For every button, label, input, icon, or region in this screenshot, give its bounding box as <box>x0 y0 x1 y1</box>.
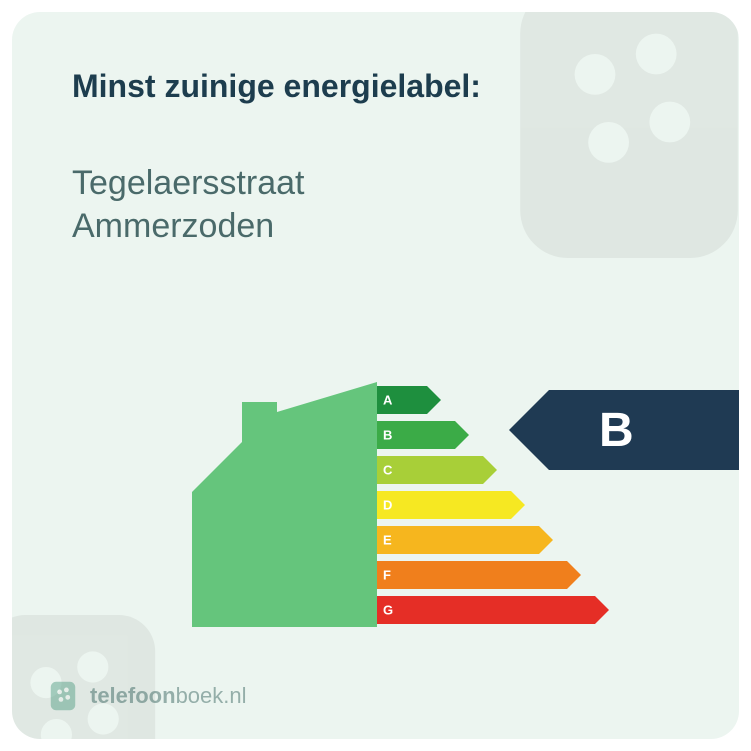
brand-text: telefoonboek.nl <box>90 683 247 709</box>
energy-bar-shape <box>377 596 595 624</box>
energy-bar-shape <box>377 526 539 554</box>
energy-bar-label: F <box>383 567 391 582</box>
card: Minst zuinige energielabel: Tegelaersstr… <box>12 12 739 739</box>
brand-text-rest: boek.nl <box>176 683 247 708</box>
energy-bar-label: E <box>383 532 392 547</box>
address-line-1: Tegelaersstraat <box>72 162 304 205</box>
energy-bar-label: G <box>383 602 393 617</box>
current-label-text: B <box>599 403 634 458</box>
energy-bar-shape <box>377 561 567 589</box>
address-line-2: Ammerzoden <box>72 205 304 248</box>
energy-bar-e: E <box>377 522 595 557</box>
energy-bar-label: C <box>383 462 392 477</box>
phone-watermark-icon-2 <box>12 589 202 739</box>
phone-watermark-icon <box>459 12 739 292</box>
energy-bar-g: G <box>377 592 595 627</box>
current-label-badge: B <box>549 390 739 470</box>
energy-bar-f: F <box>377 557 595 592</box>
address-block: Tegelaersstraat Ammerzoden <box>72 162 304 247</box>
energy-bar-label: B <box>383 427 392 442</box>
brand-text-bold: telefoon <box>90 683 176 708</box>
energy-bar-d: D <box>377 487 595 522</box>
energy-bar-label: A <box>383 392 392 407</box>
house-icon <box>182 382 377 627</box>
brand-phone-icon <box>46 679 80 713</box>
page-title: Minst zuinige energielabel: <box>72 68 481 105</box>
energy-bar-shape <box>377 456 483 484</box>
energy-bar-shape <box>377 491 511 519</box>
footer-brand: telefoonboek.nl <box>46 679 247 713</box>
energy-bar-label: D <box>383 497 392 512</box>
